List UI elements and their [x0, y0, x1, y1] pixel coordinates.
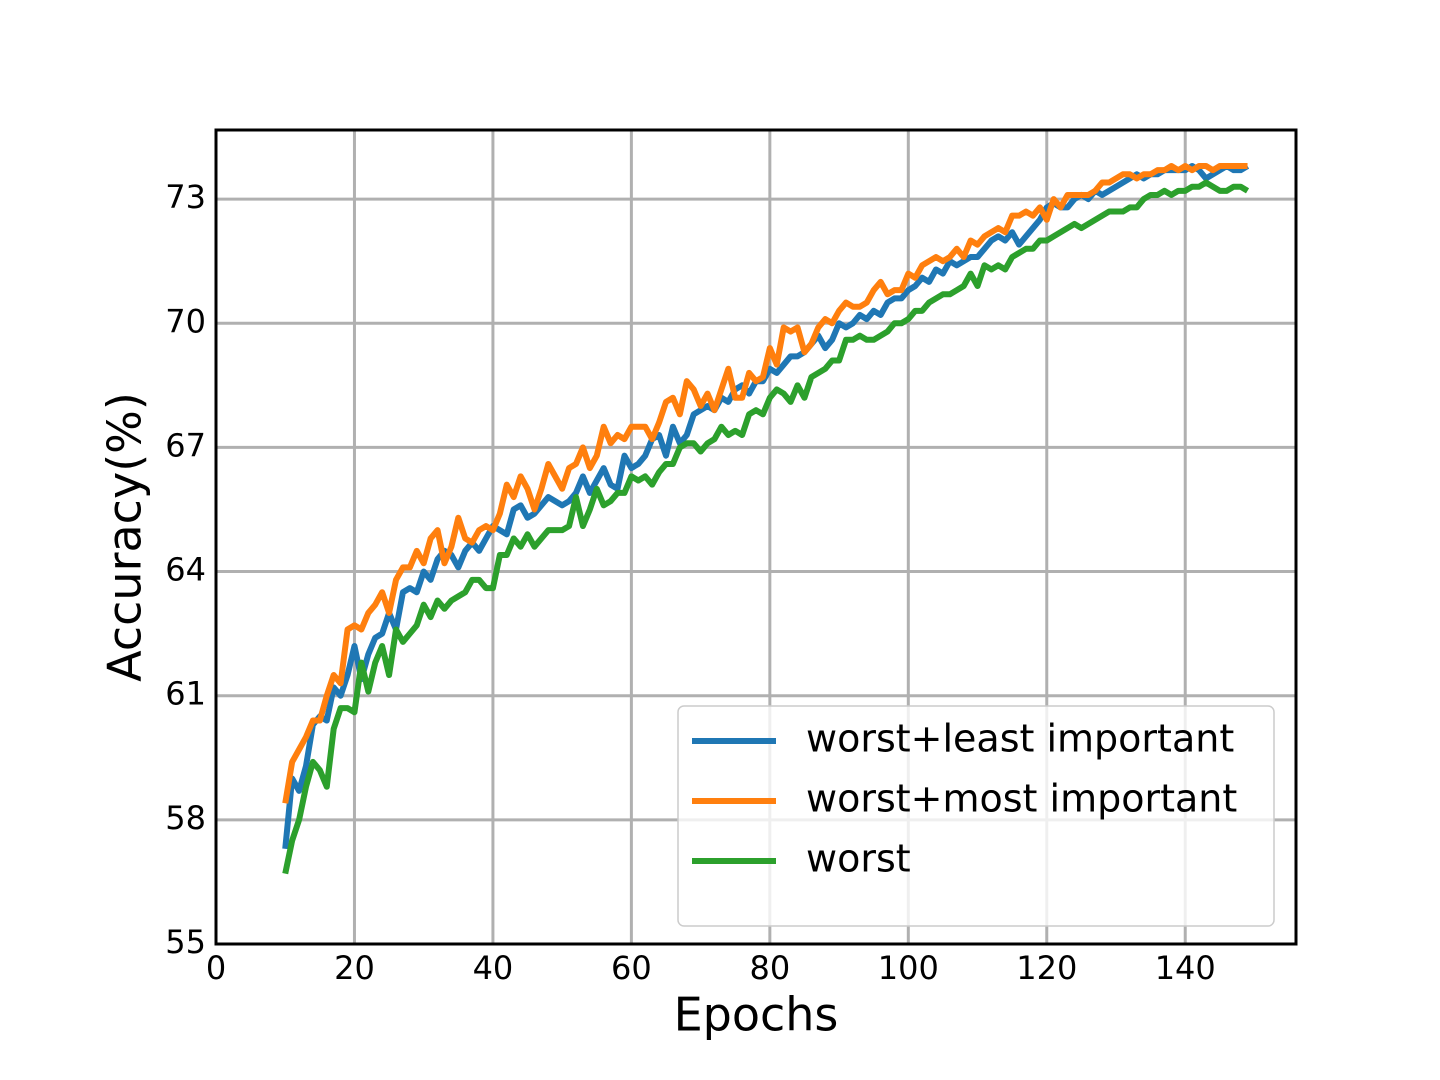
- x-axis-label: Epochs: [674, 988, 839, 1042]
- y-tick-label: 61: [165, 675, 206, 713]
- legend: worst+least important worst+most importan…: [677, 705, 1275, 927]
- legend-frame: [677, 705, 1275, 927]
- series-line: [282, 179, 1250, 875]
- legend-label: worst+most important: [806, 777, 1237, 821]
- y-tick-label: 55: [165, 923, 206, 961]
- ticks: 0 20 40 60 80 100 120 140 55 58 61 64 67 70 73: [165, 178, 1215, 987]
- x-tick-label: 120: [1016, 949, 1077, 987]
- y-tick-label: 70: [165, 302, 206, 340]
- series-line: [282, 163, 1248, 804]
- y-tick-label: 67: [165, 426, 206, 464]
- x-tick-label: 0: [206, 949, 226, 987]
- x-tick-label: 80: [749, 949, 790, 987]
- y-tick-label: 64: [165, 551, 206, 589]
- plot-frame: [214, 128, 1298, 946]
- x-tick-label: 20: [334, 949, 375, 987]
- y-axis-label: Accuracy(%): [98, 392, 152, 682]
- x-tick-label: 140: [1155, 949, 1216, 987]
- lines: [282, 163, 1250, 875]
- x-tick-label: 40: [473, 949, 514, 987]
- y-tick-label: 58: [165, 799, 206, 837]
- legend-label: worst+least important: [806, 717, 1234, 761]
- legend-label: worst: [806, 837, 911, 881]
- y-tick-label: 73: [165, 178, 206, 216]
- x-tick-label: 100: [878, 949, 939, 987]
- x-tick-label: 60: [611, 949, 652, 987]
